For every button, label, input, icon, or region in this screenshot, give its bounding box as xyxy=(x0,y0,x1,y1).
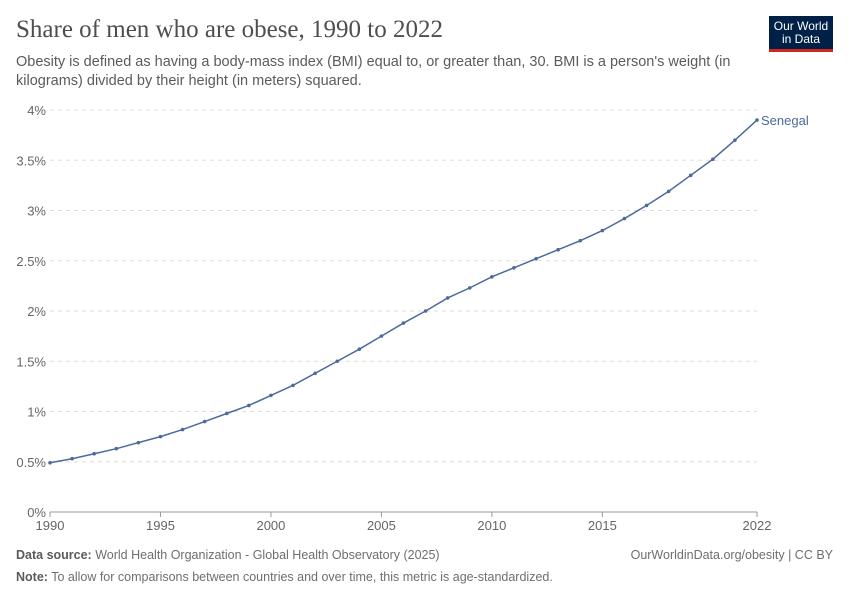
data-source: Data source: World Health Organization -… xyxy=(16,548,440,562)
series-label: Senegal xyxy=(761,113,809,128)
data-point xyxy=(401,321,406,325)
data-point xyxy=(733,138,737,142)
data-point xyxy=(534,256,538,261)
data-point xyxy=(202,419,207,424)
data-point xyxy=(291,383,295,388)
y-tick-label: 0.5% xyxy=(16,455,46,470)
x-tick-label: 2022 xyxy=(743,518,772,533)
y-tick-label: 2.5% xyxy=(16,254,46,269)
x-tick-label: 2010 xyxy=(477,518,506,533)
data-point xyxy=(600,228,605,233)
y-tick-label: 0% xyxy=(27,505,46,520)
data-point xyxy=(379,334,384,338)
x-tick-label: 2015 xyxy=(588,518,617,533)
data-point xyxy=(335,359,340,364)
data-point xyxy=(556,247,560,252)
x-tick-label: 1995 xyxy=(146,518,175,533)
data-point xyxy=(70,456,74,461)
data-point xyxy=(490,275,494,279)
x-tick-label: 2000 xyxy=(256,518,285,533)
chart-subtitle: Obesity is defined as having a body-mass… xyxy=(16,54,731,89)
data-point xyxy=(666,189,671,194)
y-tick-label: 4% xyxy=(27,103,46,118)
y-tick-label: 3% xyxy=(27,204,46,219)
data-point xyxy=(423,309,428,313)
data-point xyxy=(467,286,472,290)
data-point xyxy=(578,238,583,243)
data-point xyxy=(711,157,715,162)
data-point xyxy=(445,296,450,300)
data-point xyxy=(180,427,185,432)
data-point xyxy=(247,403,251,408)
data-point xyxy=(114,446,119,451)
data-point xyxy=(644,203,649,208)
data-point xyxy=(357,347,362,351)
data-point xyxy=(512,265,516,270)
owid-logo[interactable]: Our World in Data xyxy=(769,16,833,52)
x-tick-label: 1990 xyxy=(36,518,65,533)
chart-title: Share of men who are obese, 1990 to 2022 xyxy=(16,16,443,43)
data-point xyxy=(755,118,759,122)
data-point xyxy=(48,460,52,465)
data-point xyxy=(622,216,627,221)
source-link[interactable]: OurWorldinData.org/obesity | CC BY xyxy=(630,548,833,562)
data-point xyxy=(313,371,317,376)
x-tick-label: 2005 xyxy=(367,518,396,533)
y-tick-label: 1% xyxy=(27,405,46,420)
y-tick-label: 3.5% xyxy=(16,153,46,168)
data-point xyxy=(136,440,141,445)
data-point xyxy=(224,411,229,416)
data-point xyxy=(269,393,273,398)
data-point xyxy=(158,434,163,439)
data-point xyxy=(92,451,96,456)
y-tick-label: 1.5% xyxy=(16,354,46,369)
data-point xyxy=(688,173,693,178)
note: Note: To allow for comparisons between c… xyxy=(16,570,553,584)
y-tick-label: 2% xyxy=(27,304,46,319)
